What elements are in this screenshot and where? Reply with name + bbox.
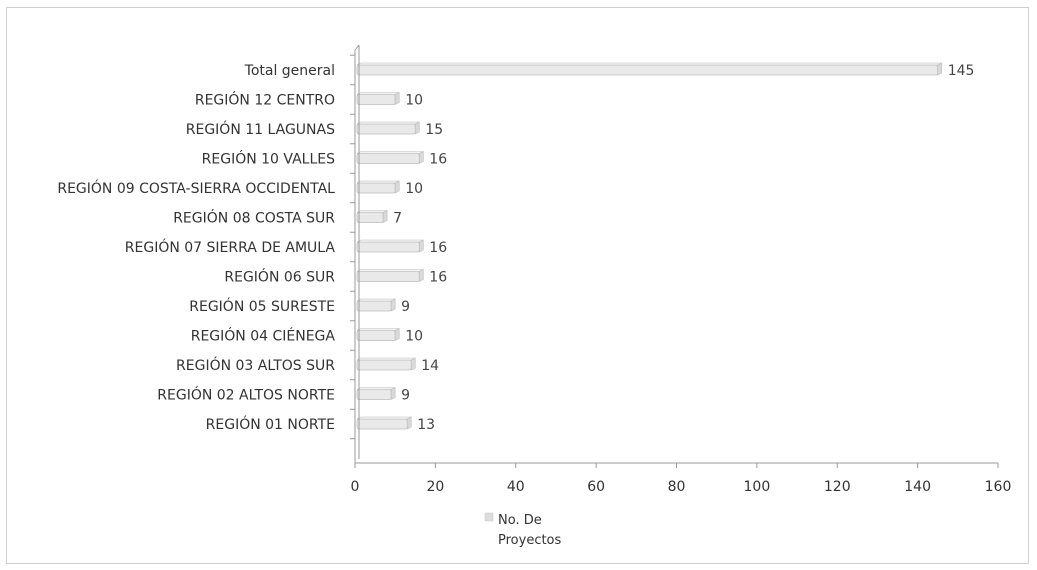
bar — [356, 269, 424, 282]
data-label: 16 — [429, 240, 447, 256]
data-label: 16 — [429, 152, 447, 168]
labels-layer: 0 20 40 60 80 100 120 140 160 Total general 145 REG… — [57, 63, 1011, 495]
category-label: REGIÓN 04 CIÉNEGA — [191, 327, 336, 345]
bar-face — [356, 389, 392, 400]
category-label: REGIÓN 06 SUR — [224, 268, 335, 286]
bar — [356, 328, 400, 341]
bar-top — [356, 269, 424, 272]
x-tick-label: 140 — [904, 479, 931, 495]
category-label: REGIÓN 01 NORTE — [206, 415, 335, 433]
bar-top — [356, 210, 388, 213]
category-label: REGIÓN 05 SURESTE — [189, 297, 335, 315]
bar-end — [394, 92, 400, 105]
bar — [356, 210, 388, 223]
category-label: REGIÓN 07 SIERRA DE AMULA — [125, 238, 336, 256]
bar-top — [356, 62, 942, 66]
category-label: REGIÓN 11 LAGUNAS — [186, 120, 335, 138]
category-label: REGIÓN 02 ALTOS NORTE — [157, 386, 335, 404]
category-label: REGIÓN 08 COSTA SUR — [173, 209, 335, 227]
category-label: REGIÓN 10 VALLES — [202, 150, 335, 168]
data-label: 16 — [429, 270, 447, 286]
chart-frame — [6, 7, 1029, 564]
bar-top — [356, 357, 416, 361]
bar-top — [356, 387, 396, 390]
y-axis-top-edge — [354, 44, 360, 51]
data-label: 13 — [417, 417, 435, 433]
x-tick-label: 160 — [985, 479, 1012, 495]
bar-end — [382, 210, 388, 223]
bar-top — [356, 239, 424, 243]
category-label: REGIÓN 12 CENTRO — [195, 91, 335, 109]
bar-face — [356, 123, 416, 135]
bar — [356, 357, 416, 371]
data-label: 10 — [405, 93, 423, 109]
bar — [356, 180, 400, 194]
bar-face — [356, 64, 939, 76]
bar-face — [356, 418, 408, 430]
bar-end — [390, 298, 396, 312]
bar-end — [394, 328, 400, 341]
x-tick-label: 20 — [426, 479, 444, 495]
bar-top — [356, 416, 412, 420]
axes-layer — [350, 44, 999, 468]
legend: No. De Proyectos — [484, 512, 562, 548]
bar-end — [937, 62, 943, 76]
bar — [356, 121, 420, 135]
bar-end — [410, 357, 416, 371]
bar-face — [356, 241, 420, 253]
bar-end — [414, 121, 420, 135]
x-tick-label: 80 — [668, 479, 686, 495]
bar-face — [356, 212, 384, 223]
data-label: 15 — [425, 122, 443, 138]
data-label: 9 — [401, 299, 410, 315]
bar — [356, 239, 424, 253]
bar — [356, 416, 412, 430]
bar-top — [356, 298, 396, 302]
bar-end — [419, 269, 424, 282]
bar-end — [394, 180, 400, 194]
bar — [356, 298, 396, 312]
bar-face — [356, 182, 396, 194]
legend-swatch — [484, 512, 494, 522]
bar-end — [419, 151, 424, 164]
legend-label: Proyectos — [498, 533, 562, 548]
bar-face — [356, 94, 396, 105]
x-tick-label: 0 — [351, 479, 360, 495]
bar-face — [356, 271, 420, 282]
category-label: REGIÓN 03 ALTOS SUR — [176, 356, 335, 374]
data-label: 10 — [405, 329, 423, 345]
bar-face — [356, 153, 420, 164]
x-tick-label: 120 — [824, 479, 851, 495]
bar — [356, 151, 424, 164]
data-label: 7 — [393, 211, 402, 227]
bar-end — [419, 239, 424, 253]
bar-end — [406, 416, 412, 430]
bar-end — [390, 387, 396, 400]
legend-label: No. De — [498, 513, 542, 528]
x-tick-label: 100 — [744, 479, 771, 495]
bar-face — [356, 359, 412, 371]
data-label: 14 — [421, 358, 439, 374]
data-label: 9 — [401, 388, 410, 404]
x-tick-label: 40 — [507, 479, 525, 495]
bar-top — [356, 151, 424, 154]
bar — [356, 62, 943, 76]
category-label: REGIÓN 09 COSTA-SIERRA OCCIDENTAL — [57, 179, 335, 197]
x-tick-label: 60 — [587, 479, 605, 495]
category-label: Total general — [244, 63, 335, 79]
bar — [356, 387, 396, 400]
bar — [356, 92, 400, 105]
bars-layer — [356, 62, 943, 430]
bar-top — [356, 180, 400, 184]
data-label: 145 — [948, 63, 975, 79]
data-label: 10 — [405, 181, 423, 197]
bar-face — [356, 330, 396, 341]
bar-face — [356, 300, 392, 312]
bar-top — [356, 121, 420, 125]
bar-top — [356, 92, 400, 95]
bar-top — [356, 328, 400, 331]
